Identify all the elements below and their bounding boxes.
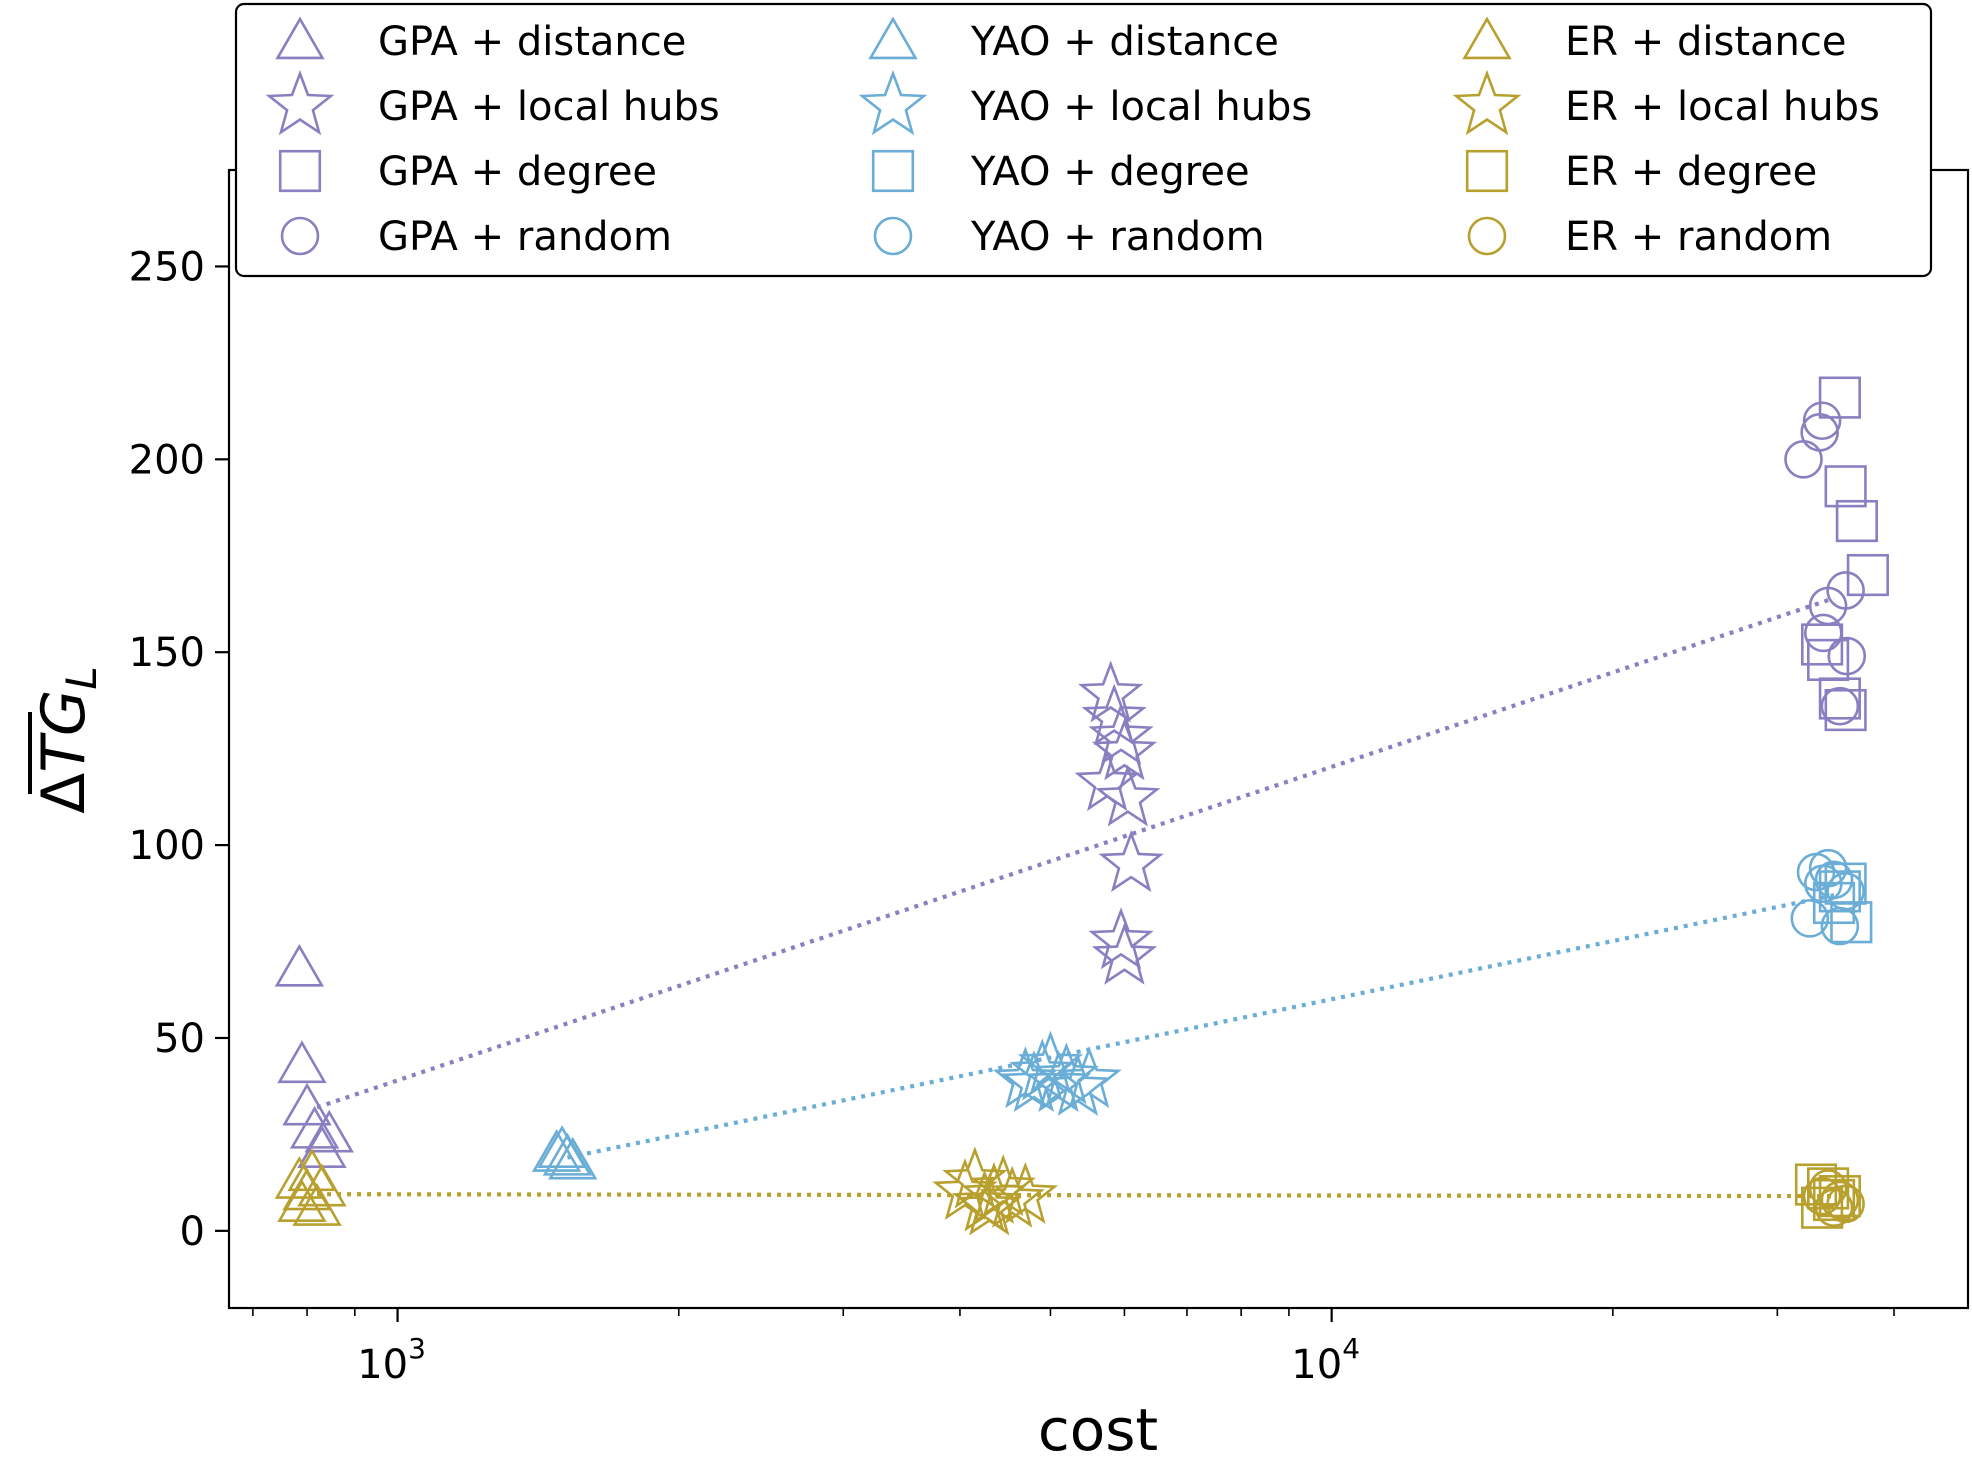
- data-point-star: [970, 1154, 1036, 1217]
- data-point-circle: [1804, 864, 1843, 903]
- y-tick-label: 100: [129, 823, 205, 869]
- data-point-star: [1098, 830, 1164, 893]
- legend-entry-label: ER + random: [1565, 214, 1832, 260]
- x-axis: 103 104: [252, 1308, 1895, 1388]
- legend-entry-label: GPA + distance: [378, 19, 686, 65]
- data-point-triangle: [548, 1136, 598, 1180]
- data-point-triangle: [289, 1105, 340, 1149]
- data-point-circle: [1790, 899, 1830, 938]
- legend-box: [234, 2, 1933, 278]
- legend-marker-star: [1452, 69, 1522, 136]
- data-point-star: [1056, 1046, 1122, 1109]
- data-point-triangle: [304, 1109, 354, 1153]
- data-point-triangle: [542, 1132, 593, 1176]
- legend-entry-label: YAO + random: [970, 214, 1265, 260]
- svg-text:ΔTGL: ΔTGL: [29, 666, 106, 814]
- x-tick-label: 104: [1291, 1332, 1360, 1388]
- legend-marker-square: [1465, 149, 1509, 193]
- data-point-circle: [1820, 1180, 1860, 1220]
- x-tick-label: 103: [357, 1332, 426, 1388]
- data-point-circle: [1827, 636, 1867, 676]
- data-point-circle: [1800, 413, 1839, 452]
- y-tick-label: 150: [129, 630, 205, 676]
- data-point-triangle: [277, 1040, 327, 1084]
- y-tick-label: 200: [129, 437, 205, 483]
- data-point-square: [1824, 465, 1867, 508]
- y-axis: 0 50 100 150 200 250: [129, 244, 229, 1255]
- trendline-gpa: [316, 596, 1835, 1110]
- legend: GPA + distance GPA + local hubs GPA + degr…: [234, 2, 1933, 278]
- y-tick-label: 50: [154, 1016, 205, 1062]
- data-point-star: [1033, 1042, 1100, 1105]
- data-point-triangle: [531, 1129, 582, 1172]
- legend-entry-label: ER + local hubs: [1565, 84, 1880, 130]
- y-tick-label: 250: [129, 244, 205, 290]
- data-point-circle: [1820, 906, 1860, 946]
- data-point-square: [1800, 623, 1844, 666]
- x-axis-label: cost: [1038, 1396, 1158, 1464]
- data-point-square: [1835, 499, 1878, 543]
- data-point-triangle: [282, 1082, 332, 1126]
- data-point-star: [1088, 702, 1154, 765]
- data-point-triangle: [274, 943, 325, 987]
- data-point-star: [1095, 764, 1161, 827]
- legend-entry-label: YAO + distance: [970, 19, 1279, 65]
- trendlines: [316, 596, 1835, 1199]
- legend-entry-label: YAO + degree: [970, 149, 1250, 195]
- data-point-star: [1081, 683, 1147, 746]
- legend-marker-square: [278, 149, 322, 193]
- legend-entry-label: GPA + local hubs: [378, 84, 720, 130]
- data-point-circle: [1802, 401, 1842, 441]
- data-point-star: [1025, 1049, 1092, 1113]
- data-point-star: [956, 1173, 1022, 1236]
- data-point-circle: [1804, 613, 1843, 653]
- data-point-star: [1001, 1049, 1067, 1113]
- legend-entry-label: ER + degree: [1565, 149, 1817, 195]
- legend-marker-triangle: [868, 16, 918, 60]
- data-point-star: [979, 1165, 1045, 1228]
- legend-marker-star: [265, 69, 335, 136]
- data-point-star: [1088, 907, 1154, 970]
- data-point-triangle: [297, 1163, 347, 1207]
- legend-marker-square: [871, 149, 915, 193]
- data-point-circle: [1826, 571, 1865, 610]
- legend-marker-triangle: [1462, 16, 1512, 60]
- legend-entry-label: YAO + local hubs: [970, 84, 1312, 130]
- data-point-star: [1078, 660, 1144, 723]
- data-point-circle: [1820, 686, 1860, 726]
- data-point-star: [1091, 718, 1158, 781]
- data-point-square: [1812, 881, 1856, 925]
- data-point-square: [1818, 677, 1861, 720]
- data-point-circle: [1808, 1169, 1848, 1208]
- trendline-er: [317, 1192, 1835, 1199]
- data-point-circle: [1802, 1176, 1842, 1216]
- data-point-star: [1091, 922, 1158, 985]
- data-points: [274, 376, 1889, 1236]
- y-tick-label: 0: [180, 1209, 205, 1255]
- data-point-square: [1800, 1186, 1844, 1229]
- data-point-triangle: [277, 1179, 327, 1222]
- legend-marker-star: [858, 69, 928, 136]
- y-axis-label: ΔTGL: [28, 666, 106, 814]
- legend-marker-circle: [1467, 216, 1507, 256]
- legend-entry-label: GPA + random: [378, 214, 672, 260]
- legend-marker-circle: [873, 216, 913, 256]
- data-point-star: [992, 1161, 1058, 1224]
- legend-entry-label: ER + distance: [1565, 19, 1847, 65]
- legend-marker-triangle: [275, 16, 325, 60]
- legend-entry-label: GPA + degree: [378, 149, 657, 195]
- legend-marker-circle: [280, 216, 320, 256]
- data-point-square: [1846, 553, 1889, 597]
